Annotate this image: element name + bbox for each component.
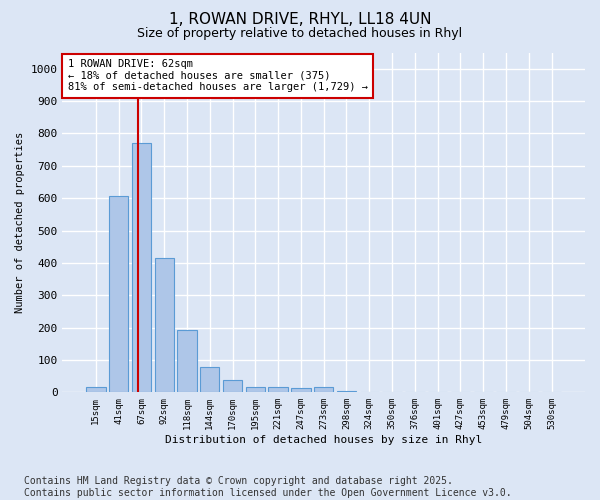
Text: Size of property relative to detached houses in Rhyl: Size of property relative to detached ho… bbox=[137, 28, 463, 40]
Bar bbox=[291, 388, 311, 392]
Bar bbox=[132, 143, 151, 392]
Text: 1, ROWAN DRIVE, RHYL, LL18 4UN: 1, ROWAN DRIVE, RHYL, LL18 4UN bbox=[169, 12, 431, 28]
Bar bbox=[86, 388, 106, 392]
Bar bbox=[155, 258, 174, 392]
Bar bbox=[245, 386, 265, 392]
Y-axis label: Number of detached properties: Number of detached properties bbox=[15, 132, 25, 313]
X-axis label: Distribution of detached houses by size in Rhyl: Distribution of detached houses by size … bbox=[165, 435, 482, 445]
Bar bbox=[314, 388, 334, 392]
Bar bbox=[337, 390, 356, 392]
Bar bbox=[178, 330, 197, 392]
Text: 1 ROWAN DRIVE: 62sqm
← 18% of detached houses are smaller (375)
81% of semi-deta: 1 ROWAN DRIVE: 62sqm ← 18% of detached h… bbox=[68, 60, 368, 92]
Bar bbox=[223, 380, 242, 392]
Bar bbox=[200, 368, 220, 392]
Bar bbox=[268, 386, 288, 392]
Bar bbox=[109, 196, 128, 392]
Text: Contains HM Land Registry data © Crown copyright and database right 2025.
Contai: Contains HM Land Registry data © Crown c… bbox=[24, 476, 512, 498]
